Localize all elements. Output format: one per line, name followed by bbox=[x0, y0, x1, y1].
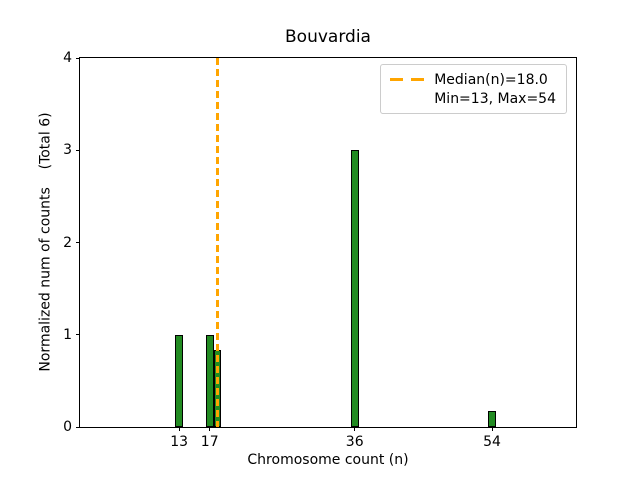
x-tick-mark bbox=[178, 427, 180, 431]
y-tick-mark bbox=[76, 334, 80, 336]
bar-n17 bbox=[205, 334, 214, 427]
x-tick-mark bbox=[209, 427, 211, 431]
legend-row-median: Median(n)=18.0 bbox=[390, 70, 556, 89]
median-line-legend-sample bbox=[390, 78, 425, 81]
x-tick-label: 54 bbox=[483, 434, 501, 450]
x-axis-label: Chromosome count (n) bbox=[247, 452, 409, 468]
y-tick-mark bbox=[76, 242, 80, 243]
chart-title: Bouvardia bbox=[285, 27, 371, 47]
y-tick-mark bbox=[76, 57, 80, 59]
y-tick-label: 1 bbox=[63, 326, 72, 343]
bar-n54 bbox=[488, 411, 496, 427]
legend: Median(n)=18.0 Min=13, Max=54 bbox=[380, 64, 567, 114]
median-dashed-line bbox=[216, 58, 219, 427]
x-tick-label: 36 bbox=[345, 434, 364, 450]
x-tick-mark bbox=[491, 427, 493, 431]
y-axis-label: Normalized num of counts (Total 6) bbox=[37, 112, 54, 372]
y-tick-label: 2 bbox=[63, 234, 72, 251]
plot-area: Median(n)=18.0 Min=13, Max=54 13 17 36 54 0 1… bbox=[63, 50, 577, 450]
x-tick-label: 13 bbox=[170, 434, 189, 450]
y-tick-label: 0 bbox=[63, 419, 72, 435]
y-tick-label: 4 bbox=[63, 50, 72, 66]
legend-label-median: Median(n)=18.0 bbox=[434, 71, 548, 88]
y-tick-mark bbox=[76, 426, 80, 428]
legend-label-minmax: Min=13, Max=54 bbox=[434, 90, 556, 107]
bar-n13 bbox=[175, 334, 183, 427]
x-tick-label: 17 bbox=[200, 434, 219, 450]
y-tick-label: 3 bbox=[63, 142, 72, 159]
x-tick-mark bbox=[354, 427, 356, 431]
legend-sample-spacer bbox=[390, 97, 424, 100]
y-tick-mark bbox=[76, 149, 80, 151]
legend-row-minmax: Min=13, Max=54 bbox=[390, 89, 556, 108]
bar-n36 bbox=[350, 150, 359, 427]
